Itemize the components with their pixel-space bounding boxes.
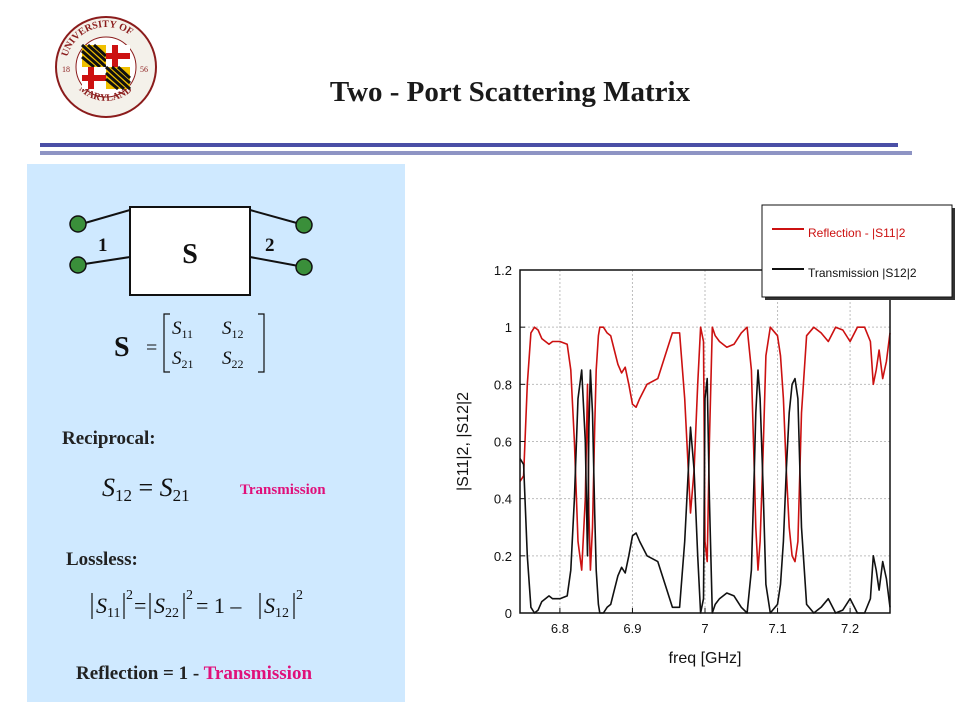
matrix-entry-s12: S12 xyxy=(222,318,244,341)
port1-terminal-top xyxy=(69,215,87,233)
port2-terminal-bottom xyxy=(295,258,313,276)
lossless-equation: S11 2 = S22 2 = 1 – S12 2 xyxy=(91,588,303,621)
matrix-entry-s11: S11 xyxy=(172,318,193,341)
reciprocal-label: Reciprocal: xyxy=(62,428,156,449)
matrix-entry-s21: S21 xyxy=(172,348,194,371)
matrix-entry-s22: S22 xyxy=(222,348,244,371)
reciprocal-equation: S12 = S21 xyxy=(102,473,190,505)
svg-text:2: 2 xyxy=(126,588,133,603)
s-block xyxy=(129,206,251,296)
legend-label: Transmission |S12|2 xyxy=(808,266,917,280)
svg-text:2: 2 xyxy=(186,588,193,603)
matrix-symbol: S xyxy=(114,332,130,363)
series-line-reflection xyxy=(519,326,891,571)
matrix-equals: = xyxy=(146,337,157,359)
svg-text:S12: S12 xyxy=(264,593,289,621)
reflection-prefix: Reflection = 1 - xyxy=(76,663,204,684)
svg-text:= 1 –: = 1 – xyxy=(196,593,242,618)
logo-year-right: 56 xyxy=(140,65,148,74)
reflection-transmission-word: Transmission xyxy=(203,663,313,684)
legend-label: Reflection - |S11|2 xyxy=(808,226,906,240)
svg-text:S22: S22 xyxy=(154,593,179,621)
legend-box xyxy=(761,204,953,298)
university-seal-logo: UNIVERSITY OF MARYLAND 18 56 xyxy=(55,16,157,118)
y-tick-label: 0.2 xyxy=(494,549,512,564)
series-line-transmission xyxy=(519,369,891,614)
x-tick-label: 7.2 xyxy=(841,621,859,636)
port2-label: 2 xyxy=(265,235,275,256)
title-rule-primary xyxy=(40,143,898,147)
svg-text:S11: S11 xyxy=(96,593,120,621)
y-tick-label: 1 xyxy=(505,320,512,335)
x-axis-label: freq [GHz] xyxy=(669,650,742,667)
slide-title: Two - Port Scattering Matrix xyxy=(329,76,691,108)
flag-emblem xyxy=(80,43,132,91)
port2-terminal-top xyxy=(295,216,313,234)
two-port-diagram: S 1 2 xyxy=(69,206,313,296)
y-tick-label: 0.6 xyxy=(494,435,512,450)
s-parameter-chart: 6.8 6.9 7 7.1 7.2 0 0.2 0.4 0.6 0.8 1 1.2 freq [GHz]… xyxy=(455,204,955,667)
y-axis-label: |S11|2, |S12|2 xyxy=(455,392,472,491)
y-tick-label: 0.8 xyxy=(494,377,512,392)
x-tick-label: 7.1 xyxy=(769,621,787,636)
port1-label: 1 xyxy=(98,235,108,256)
svg-text:=: = xyxy=(134,593,146,618)
transmission-note: Transmission xyxy=(240,482,326,498)
x-tick-label: 6.8 xyxy=(551,621,569,636)
lossless-label: Lossless: xyxy=(66,549,138,570)
port1-terminal-bottom xyxy=(69,256,87,274)
y-tick-label: 1.2 xyxy=(494,263,512,278)
s-matrix-equation: S = S11 S12 S21 S22 xyxy=(114,313,265,373)
x-tick-label: 6.9 xyxy=(623,621,641,636)
block-label: S xyxy=(182,239,198,270)
logo-year-left: 18 xyxy=(62,65,70,74)
y-tick-label: 0 xyxy=(505,606,512,621)
svg-text:2: 2 xyxy=(296,588,303,603)
y-tick-label: 0.4 xyxy=(494,492,512,507)
reflection-relation: Reflection = 1 - Transmission xyxy=(76,663,312,685)
svg-text:S12 = S21: S12 = S21 xyxy=(102,473,190,505)
x-tick-label: 7 xyxy=(701,621,708,636)
title-rule-secondary xyxy=(40,151,912,155)
